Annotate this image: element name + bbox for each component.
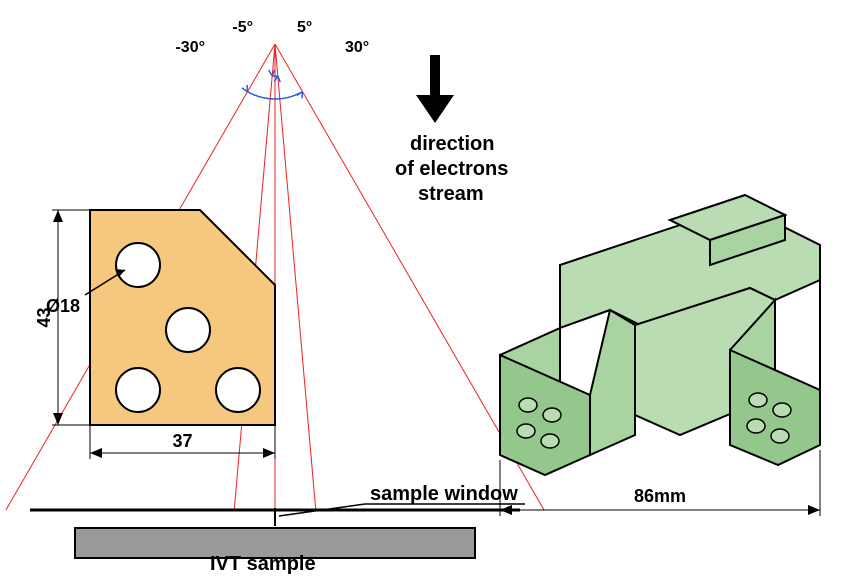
direction-arrow bbox=[416, 55, 454, 123]
dim-arrowhead bbox=[263, 448, 275, 458]
arc-arrowhead bbox=[297, 92, 303, 99]
iso-left-inner bbox=[590, 310, 635, 455]
angle-outer-pos: 30° bbox=[345, 39, 369, 56]
isometric-block: 86mm bbox=[500, 195, 820, 516]
iso-drill-hole bbox=[773, 403, 791, 417]
dim-arrowhead bbox=[90, 448, 102, 458]
direction-label-1: direction bbox=[410, 133, 494, 155]
iso-drill-hole bbox=[749, 393, 767, 407]
dim-width: 37 bbox=[172, 431, 192, 451]
ivt-sample-label: IVT sample bbox=[210, 553, 316, 575]
iso-drill-hole bbox=[747, 419, 765, 433]
iso-drill-hole bbox=[771, 429, 789, 443]
dim-arrowhead bbox=[500, 505, 512, 515]
sample-window-label: sample window bbox=[370, 483, 518, 505]
dim-arrowhead bbox=[808, 505, 820, 515]
drill-hole bbox=[216, 368, 260, 412]
direction-label-2: of electrons bbox=[395, 158, 508, 180]
dim-arrowhead bbox=[53, 413, 63, 425]
drill-hole bbox=[116, 368, 160, 412]
iso-drill-hole bbox=[519, 398, 537, 412]
iso-drill-hole bbox=[541, 434, 559, 448]
cross-section: 4337Ø18 bbox=[34, 210, 275, 459]
dim-arrowhead bbox=[53, 210, 63, 222]
angle-inner-pos: 5° bbox=[297, 19, 312, 36]
drill-hole bbox=[166, 308, 210, 352]
dim-diameter: Ø18 bbox=[46, 296, 80, 316]
beam-ray bbox=[275, 44, 316, 510]
direction-label-3: stream bbox=[418, 183, 484, 205]
iso-drill-hole bbox=[543, 408, 561, 422]
dim-block-width: 86mm bbox=[634, 486, 686, 506]
iso-drill-hole bbox=[517, 424, 535, 438]
arc-arrowhead bbox=[269, 70, 275, 76]
arc-arrowhead bbox=[242, 85, 248, 92]
angle-inner-neg: -5° bbox=[232, 19, 253, 36]
drill-hole bbox=[116, 243, 160, 287]
angle-outer-neg: -30° bbox=[175, 39, 205, 56]
